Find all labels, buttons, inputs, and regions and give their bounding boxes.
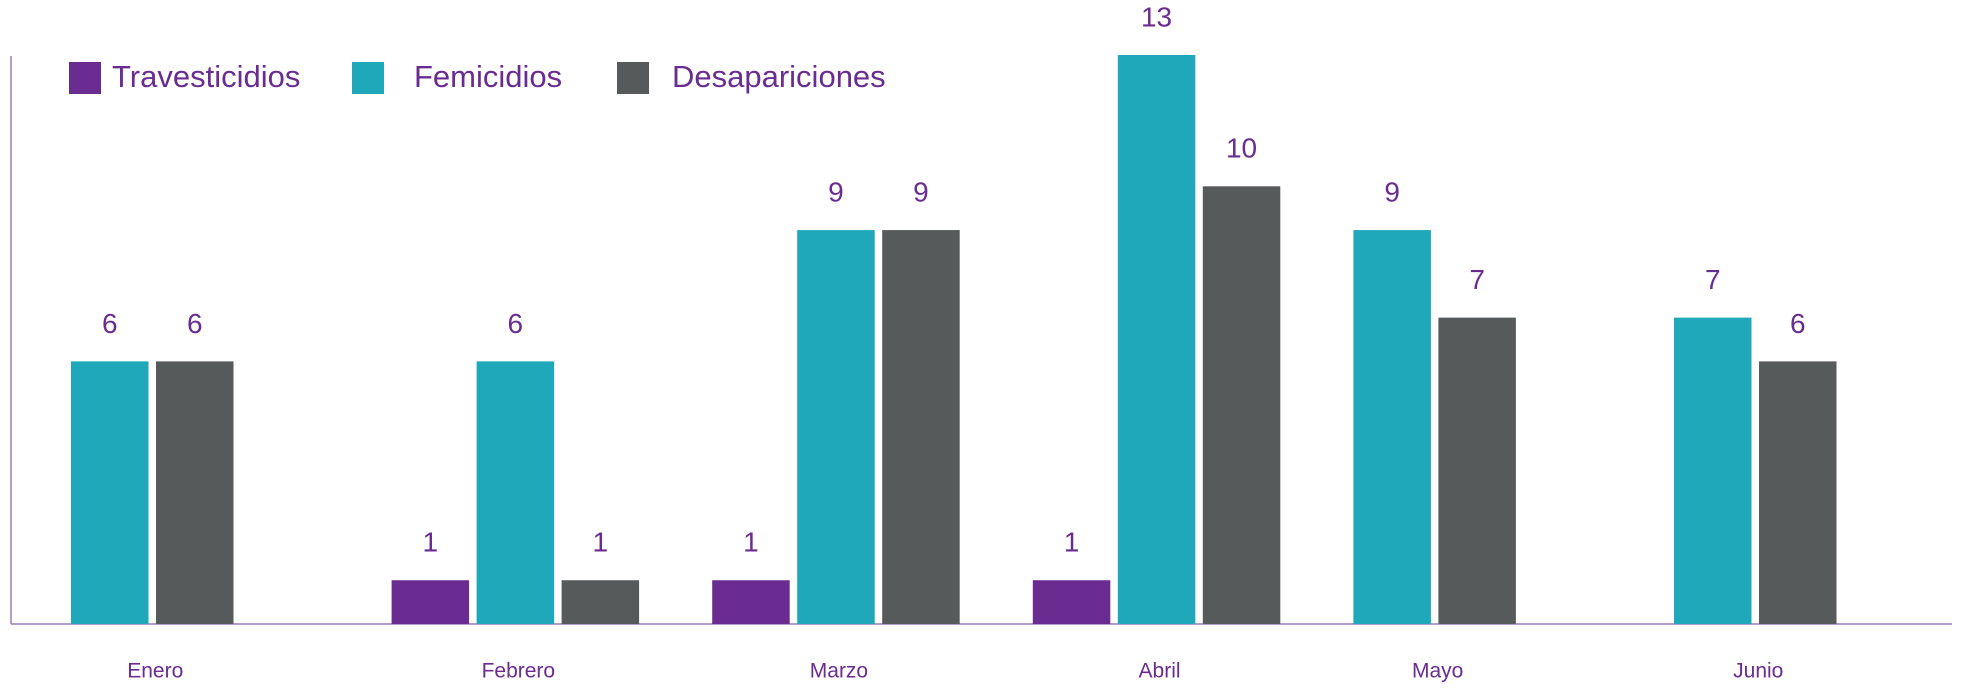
x-tick-label: Enero [127,660,183,683]
x-tick-label: Febrero [482,660,556,683]
value-label: 1 [743,527,759,558]
bar [882,230,960,625]
legend-swatch [69,62,101,94]
x-tick-label: Junio [1733,660,1783,683]
value-label: 9 [1384,176,1400,207]
x-tick-label: Abril [1139,660,1181,683]
value-label: 9 [828,176,844,207]
value-label: 6 [508,308,524,339]
bar [1353,230,1431,625]
value-label: 6 [1790,308,1806,339]
value-label: 13 [1141,1,1172,32]
value-label: 6 [187,308,203,339]
value-label: 1 [593,527,609,558]
bar [1759,361,1837,624]
value-label: 6 [102,308,118,339]
x-tick-label: Mayo [1412,660,1463,683]
bar [391,580,470,624]
bar [476,361,555,624]
bar [712,580,790,624]
value-label: 9 [913,176,929,207]
value-label: 1 [1064,527,1080,558]
bar [1674,317,1752,624]
bar [1438,317,1516,624]
bar [1202,186,1281,625]
bar [71,361,149,624]
legend-label: Travesticidios [112,59,300,94]
x-tick-label: Marzo [810,660,868,683]
value-label: 1 [423,527,439,558]
legend-swatch [617,62,649,94]
value-label: 10 [1226,133,1257,164]
value-label: 7 [1705,264,1721,295]
legend-swatch [352,62,384,94]
bar [156,361,234,624]
value-label: 7 [1469,264,1485,295]
bar [1117,55,1196,624]
bar [1032,580,1111,624]
bar [561,580,640,624]
bar [797,230,875,625]
legend-label: Femicidios [414,59,562,94]
legend-label: Desapariciones [672,59,886,94]
